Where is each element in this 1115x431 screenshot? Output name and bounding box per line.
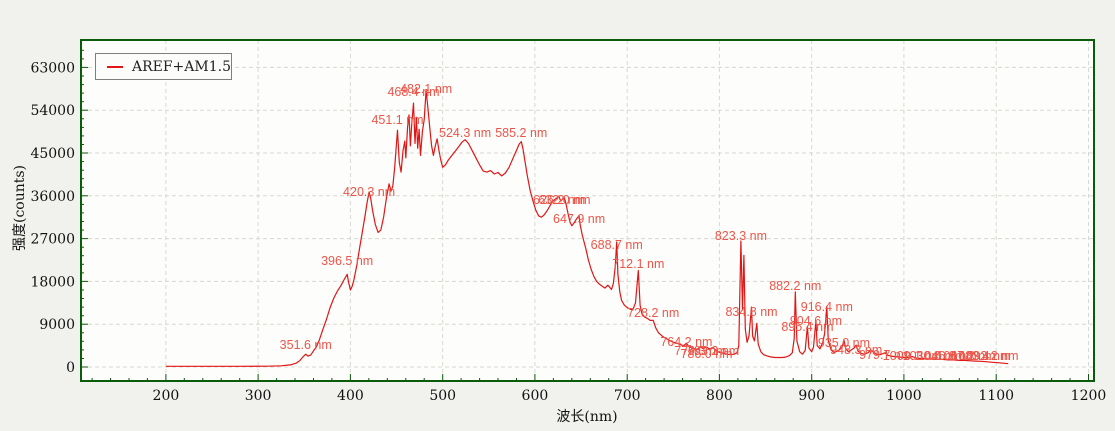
y-tick-label: 27000	[30, 232, 75, 248]
y-tick-label: 36000	[30, 189, 75, 205]
legend-line-swatch	[107, 65, 123, 68]
y-tick-label: 63000	[30, 60, 75, 76]
x-tick-label: 700	[614, 388, 641, 404]
legend-box[interactable]: AREF+AM1.5	[95, 53, 232, 80]
y-tick-label: 54000	[30, 103, 75, 119]
x-tick-label: 200	[153, 388, 180, 404]
x-tick-label: 500	[429, 388, 456, 404]
x-tick-label: 300	[245, 388, 272, 404]
y-axis-title: 强度(counts)	[12, 164, 28, 252]
spectrum-trace	[165, 89, 1009, 367]
y-tick-label: 0	[66, 360, 75, 376]
y-tick-label: 18000	[30, 274, 75, 290]
legend-series-label: AREF+AM1.5	[131, 58, 231, 75]
plot-border	[80, 39, 1095, 382]
x-tick-label: 600	[522, 388, 549, 404]
x-tick-label: 400	[337, 388, 364, 404]
x-tick-label: 800	[706, 388, 733, 404]
x-tick-label: 1000	[886, 388, 922, 404]
y-tick-label: 9000	[39, 317, 75, 333]
plot-background	[81, 40, 1094, 381]
x-axis-title: 波长(nm)	[556, 409, 618, 425]
x-tick-label: 900	[798, 388, 825, 404]
x-tick-label: 1200	[1071, 388, 1107, 404]
x-tick-label: 1100	[978, 388, 1014, 404]
y-tick-label: 45000	[30, 146, 75, 162]
